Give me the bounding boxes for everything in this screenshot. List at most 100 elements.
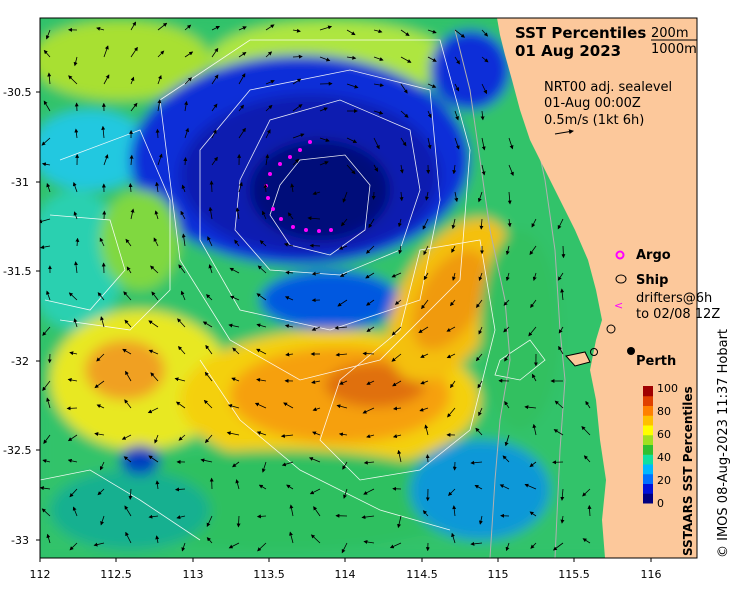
x-tick: 112: [30, 568, 51, 581]
colorbar-ticks: 0 20 40 60 80 100: [657, 382, 678, 510]
legend-drifters-1: drifters@6h: [636, 291, 712, 306]
current-arrow: [524, 483, 537, 490]
current-arrow: [504, 434, 510, 447]
current-arrow: [474, 485, 483, 490]
current-arrow: [363, 460, 375, 465]
colorbar-tick: 0: [657, 497, 664, 510]
colorbar-segment: [643, 395, 653, 406]
current-arrow: [507, 191, 512, 205]
current-arrow: [389, 542, 402, 549]
current-arrow: [208, 206, 213, 220]
current-arrow: [258, 484, 267, 490]
current-arrow: [206, 537, 213, 544]
current-arrow: [503, 299, 510, 306]
current-arrow: [561, 245, 566, 259]
current-arrow: [256, 293, 267, 301]
current-arrow: [238, 127, 246, 139]
current-arrow: [342, 191, 348, 203]
current-arrow: [451, 245, 456, 253]
current-arrow: [340, 218, 348, 227]
current-arrow: [122, 348, 132, 355]
current-arrow: [470, 541, 483, 546]
current-arrow: [123, 291, 132, 301]
current-arrow: [529, 511, 537, 517]
current-arrow: [262, 210, 267, 220]
current-arrow: [68, 75, 78, 85]
current-arrow: [208, 264, 213, 274]
current-arrow: [366, 245, 375, 254]
current-arrow: [346, 137, 358, 143]
current-arrow: [130, 208, 135, 220]
x-tick: 113.5: [253, 568, 285, 581]
current-arrow: [532, 272, 537, 281]
colorbar-title: SSTAARS SST Percentiles: [681, 386, 695, 556]
current-arrow: [235, 207, 240, 220]
current-arrow: [121, 434, 132, 440]
current-arrow: [448, 488, 456, 496]
current-arrow: [174, 377, 186, 382]
current-arrow: [128, 488, 133, 500]
current-arrow: [292, 133, 305, 139]
current-arrow: [206, 294, 213, 301]
current-arrow: [67, 458, 78, 463]
current-arrow: [504, 401, 510, 409]
current-arrow: [184, 51, 194, 58]
current-arrow: [289, 531, 294, 544]
current-arrow: [530, 299, 537, 309]
current-arrow: [96, 404, 105, 409]
current-arrow: [398, 245, 403, 255]
current-arrow: [558, 345, 564, 355]
current-arrow: [336, 404, 348, 409]
colorbar-tick: 60: [657, 428, 671, 441]
colorbar-segment: [643, 425, 653, 436]
current-arrow: [238, 52, 247, 58]
current-arrow: [524, 405, 537, 410]
current-arrow: [346, 164, 356, 175]
current-arrow: [391, 353, 402, 362]
current-arrow: [177, 318, 186, 328]
colorbar-segment: [643, 493, 653, 504]
current-arrow: [363, 540, 375, 544]
current-arrow: [397, 515, 402, 529]
current-arrow: [319, 107, 328, 112]
current-arrow: [93, 542, 105, 547]
current-arrow: [393, 406, 402, 411]
current-arrow: [238, 104, 244, 112]
legend-drifters-2: to 02/08 12Z: [636, 307, 720, 322]
current-arrow: [338, 245, 348, 250]
current-arrow: [236, 515, 241, 528]
current-arrow: [41, 508, 51, 517]
current-arrow: [67, 378, 78, 382]
current-arrow: [204, 434, 213, 444]
current-arrow: [391, 326, 402, 336]
current-arrow: [286, 484, 294, 490]
current-arrow: [261, 461, 267, 473]
current-arrow: [292, 28, 301, 33]
current-arrow: [587, 504, 592, 517]
colorbar-segment: [643, 473, 653, 484]
current-arrow: [427, 110, 432, 119]
current-arrow: [125, 370, 132, 382]
current-arrow: [256, 377, 267, 382]
current-arrow: [499, 484, 510, 490]
current-arrow: [265, 104, 273, 112]
current-arrow: [157, 22, 168, 31]
current-arrow: [124, 319, 132, 328]
colorbar-segment: [643, 454, 653, 465]
current-arrow: [319, 25, 333, 31]
current-arrow: [585, 400, 591, 409]
current-arrow: [69, 488, 78, 498]
current-arrow: [285, 352, 294, 357]
current-arrow: [479, 218, 484, 230]
current-arrow: [452, 164, 457, 175]
current-arrow: [419, 407, 429, 412]
current-arrow: [312, 407, 321, 412]
current-arrow: [313, 506, 321, 517]
current-arrow: [265, 79, 275, 85]
current-arrow: [309, 243, 321, 248]
current-arrow: [338, 432, 348, 437]
current-arrow: [449, 299, 456, 307]
current-arrow: [427, 83, 437, 88]
current-arrow: [531, 218, 537, 228]
x-tick: 112.5: [100, 568, 132, 581]
